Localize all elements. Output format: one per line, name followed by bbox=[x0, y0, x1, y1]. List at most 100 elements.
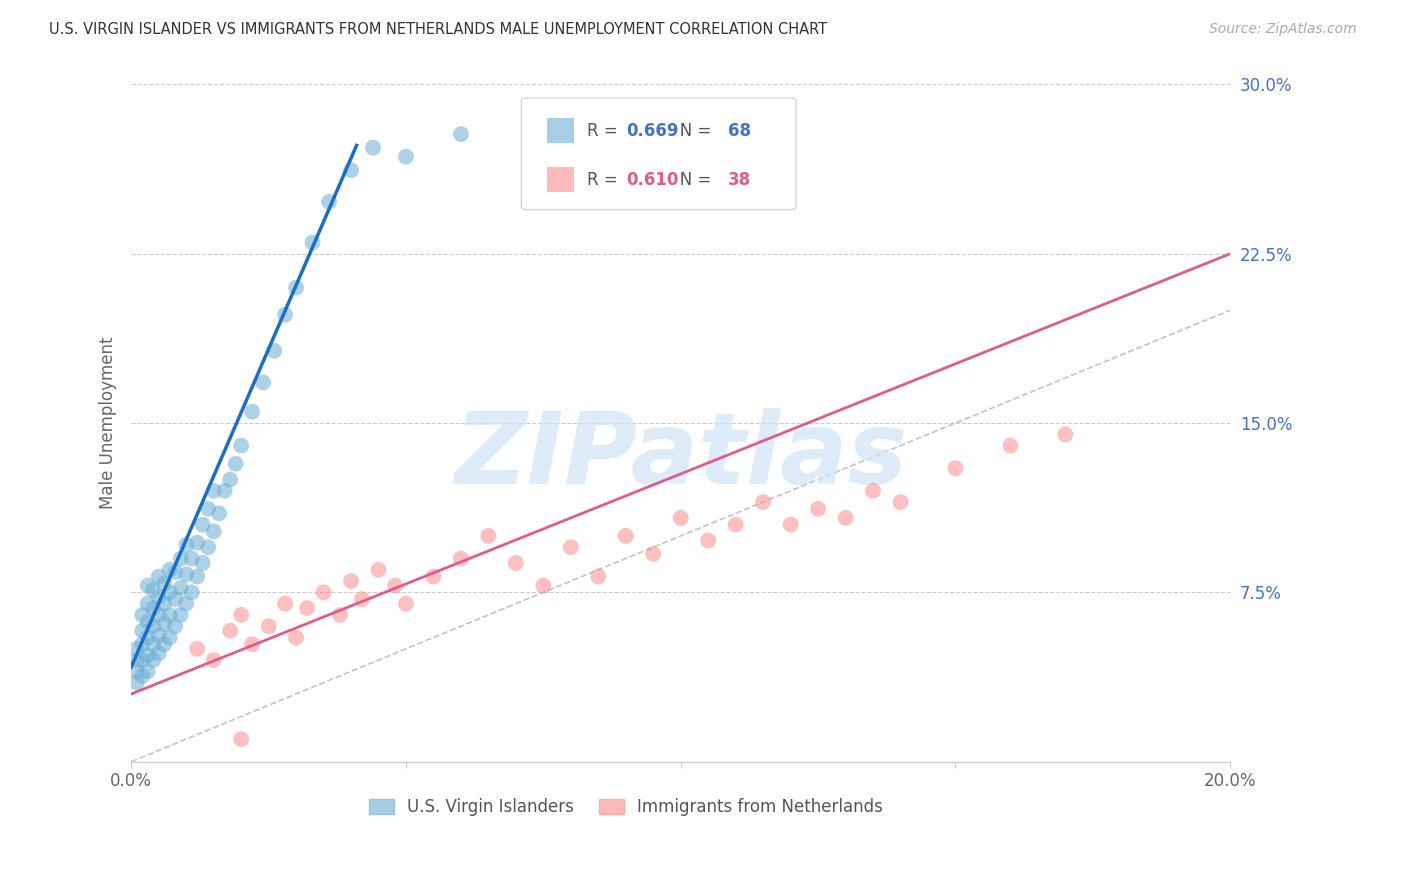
Point bbox=[170, 551, 193, 566]
Text: ZIPatlas: ZIPatlas bbox=[454, 409, 907, 506]
Point bbox=[202, 524, 225, 539]
Point bbox=[395, 150, 418, 164]
Point bbox=[136, 578, 159, 592]
Point bbox=[136, 665, 159, 679]
Point bbox=[174, 538, 197, 552]
Point bbox=[186, 535, 208, 549]
Point bbox=[165, 619, 187, 633]
Text: 0.669: 0.669 bbox=[626, 122, 678, 140]
Point bbox=[131, 637, 153, 651]
Point bbox=[697, 533, 720, 548]
Point bbox=[450, 127, 472, 141]
Point bbox=[395, 597, 418, 611]
Text: R =: R = bbox=[588, 122, 623, 140]
Point bbox=[450, 551, 472, 566]
Point bbox=[643, 547, 665, 561]
Point bbox=[361, 141, 384, 155]
Point bbox=[153, 597, 176, 611]
Point bbox=[148, 607, 170, 622]
Point bbox=[214, 483, 236, 498]
Point bbox=[125, 675, 148, 690]
Point bbox=[131, 669, 153, 683]
Y-axis label: Male Unemployment: Male Unemployment bbox=[100, 337, 117, 509]
Text: Source: ZipAtlas.com: Source: ZipAtlas.com bbox=[1209, 22, 1357, 37]
Point bbox=[1054, 427, 1077, 442]
Point bbox=[142, 653, 165, 667]
Point bbox=[505, 556, 527, 570]
Point bbox=[148, 569, 170, 583]
Point bbox=[136, 648, 159, 663]
Point bbox=[257, 619, 280, 633]
Point bbox=[159, 563, 181, 577]
Point bbox=[191, 517, 214, 532]
Point bbox=[197, 540, 219, 554]
Point bbox=[125, 665, 148, 679]
Text: U.S. VIRGIN ISLANDER VS IMMIGRANTS FROM NETHERLANDS MALE UNEMPLOYMENT CORRELATIO: U.S. VIRGIN ISLANDER VS IMMIGRANTS FROM … bbox=[49, 22, 827, 37]
Point bbox=[752, 495, 775, 509]
Point bbox=[295, 601, 318, 615]
Point bbox=[240, 405, 263, 419]
Point bbox=[159, 585, 181, 599]
Point bbox=[153, 617, 176, 632]
Point bbox=[340, 163, 363, 178]
Point bbox=[191, 556, 214, 570]
Point bbox=[384, 578, 406, 592]
Text: R =: R = bbox=[588, 171, 623, 189]
Point bbox=[136, 631, 159, 645]
FancyBboxPatch shape bbox=[547, 118, 574, 143]
Legend: U.S. Virgin Islanders, Immigrants from Netherlands: U.S. Virgin Islanders, Immigrants from N… bbox=[361, 791, 890, 822]
Point bbox=[263, 343, 285, 358]
Point bbox=[180, 551, 202, 566]
Text: N =: N = bbox=[664, 122, 717, 140]
Point bbox=[240, 637, 263, 651]
Point bbox=[889, 495, 911, 509]
Point bbox=[153, 576, 176, 591]
Point bbox=[159, 607, 181, 622]
Point bbox=[170, 581, 193, 595]
Point bbox=[231, 732, 253, 747]
Point bbox=[225, 457, 247, 471]
Point bbox=[148, 590, 170, 604]
Point bbox=[477, 529, 499, 543]
Point bbox=[197, 501, 219, 516]
Text: 68: 68 bbox=[728, 122, 751, 140]
Point bbox=[285, 280, 308, 294]
Point bbox=[165, 592, 187, 607]
Point bbox=[125, 641, 148, 656]
Point bbox=[614, 529, 637, 543]
Point bbox=[131, 624, 153, 638]
Point bbox=[153, 637, 176, 651]
Point bbox=[274, 597, 297, 611]
Point bbox=[834, 511, 856, 525]
Point bbox=[142, 619, 165, 633]
Point bbox=[350, 592, 373, 607]
Point bbox=[807, 501, 830, 516]
Point bbox=[588, 569, 610, 583]
Point bbox=[202, 653, 225, 667]
Point bbox=[170, 607, 193, 622]
Point bbox=[186, 641, 208, 656]
Text: 0.610: 0.610 bbox=[626, 171, 678, 189]
Point bbox=[329, 607, 352, 622]
Point bbox=[945, 461, 967, 475]
Point bbox=[367, 563, 389, 577]
Point bbox=[560, 540, 582, 554]
Point bbox=[142, 583, 165, 598]
Point bbox=[1000, 439, 1022, 453]
Point bbox=[285, 631, 308, 645]
Point bbox=[318, 194, 340, 209]
Point bbox=[148, 628, 170, 642]
Point bbox=[142, 601, 165, 615]
Point bbox=[142, 637, 165, 651]
Point bbox=[174, 597, 197, 611]
Point bbox=[231, 607, 253, 622]
Point bbox=[669, 511, 692, 525]
Point bbox=[131, 607, 153, 622]
Point bbox=[174, 567, 197, 582]
Point bbox=[125, 653, 148, 667]
Point bbox=[202, 483, 225, 498]
Point bbox=[131, 653, 153, 667]
Point bbox=[274, 308, 297, 322]
Point bbox=[422, 569, 444, 583]
Point bbox=[208, 507, 231, 521]
